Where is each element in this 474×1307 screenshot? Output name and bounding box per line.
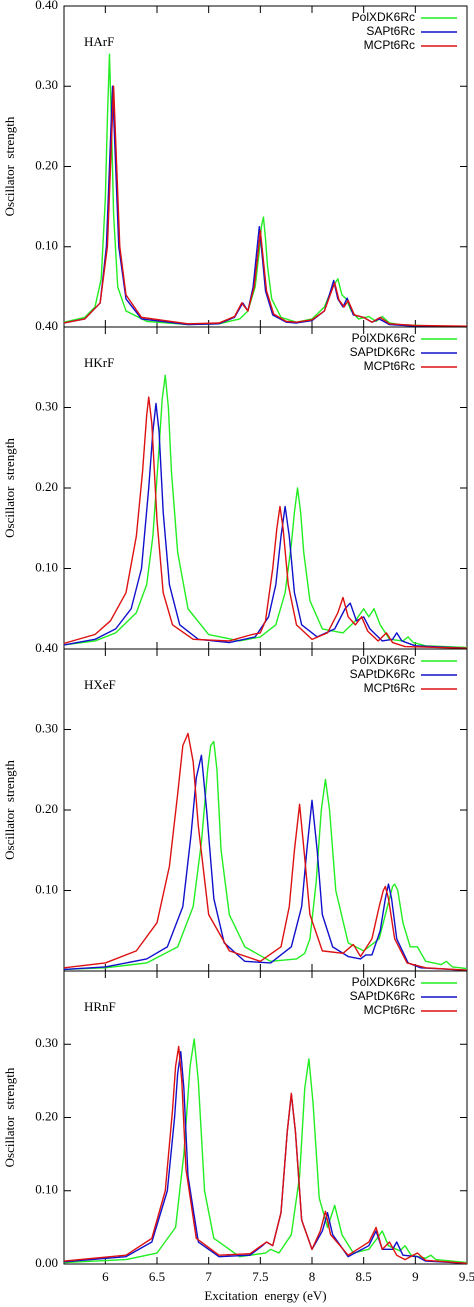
x-tick-label: 9: [412, 1269, 419, 1284]
y-tick-label: 0.30: [35, 77, 58, 92]
y-tick-label: 0.30: [35, 398, 58, 413]
y-tick-label: 0.30: [35, 1035, 58, 1050]
legend-label: MCPt6Rc: [364, 38, 415, 52]
x-axis-label: Excitation energy (eV): [204, 1288, 326, 1303]
series-line: [63, 85, 468, 327]
y-tick-label: 0.40: [35, 640, 58, 655]
y-axis-label: Oscillator strength: [2, 438, 17, 538]
x-tick-label: 8: [309, 1269, 316, 1284]
series-line: [63, 1038, 468, 1264]
legend-label: PolXDK6Rc: [352, 653, 415, 667]
x-tick-label: 7.5: [252, 1269, 268, 1284]
y-tick-label: 0.20: [35, 1108, 58, 1123]
legend-label: SAPtDK6Rc: [350, 345, 415, 359]
panel-label: HRnF: [84, 999, 116, 1014]
y-tick-label: 0.10: [35, 1182, 58, 1197]
x-tick-label: 6.5: [149, 1269, 165, 1284]
series-line: [63, 754, 468, 971]
legend-label: PolXDK6Rc: [352, 975, 415, 989]
panel: 0.40 0.30 0.20 0.10 Oscillator strength HKrF P…: [2, 318, 468, 650]
series-line: [63, 1045, 468, 1264]
series-line: [63, 85, 467, 327]
legend-label: SAPtDK6Rc: [350, 667, 415, 681]
y-tick-label: 0.20: [35, 801, 58, 816]
y-tick-label: 0.40: [35, 318, 58, 333]
x-tick-label: 9.5: [459, 1269, 474, 1284]
y-tick-label: 0.10: [35, 559, 58, 574]
y-axis-label: Oscillator strength: [2, 760, 17, 860]
x-tick-label: 7: [205, 1269, 212, 1284]
panel-label: HKrF: [84, 355, 114, 370]
x-tick-label: 6: [102, 1269, 109, 1284]
y-tick-label: 0.10: [35, 881, 58, 896]
plot-frame: [63, 326, 468, 650]
panel: 0.30 0.20 0.10 0.00 6 6.5 7 7.5 8 8.5 9 9.5 Oscillat…: [2, 970, 474, 1303]
y-tick-label: 0.20: [35, 157, 58, 172]
y-axis-label: Oscillator strength: [2, 116, 17, 216]
legend-label: PolXDK6Rc: [352, 10, 415, 24]
plot-frame: [63, 648, 468, 972]
y-axis-label: Oscillator strength: [2, 1067, 17, 1167]
panel: 0.40 0.30 0.20 0.10 Oscillator strength HArF P…: [2, 0, 468, 328]
series-line: [63, 1050, 468, 1264]
x-tick-label: 8.5: [356, 1269, 372, 1284]
legend-label: PolXDK6Rc: [352, 331, 415, 345]
series-line: [63, 740, 468, 971]
series-line: [63, 374, 468, 649]
y-tick-label: 0.20: [35, 479, 58, 494]
panel-label: HXeF: [84, 677, 116, 692]
panel: 0.40 0.30 0.20 0.10 Oscillator strength HXeF P…: [2, 640, 468, 972]
legend-label: SAPt6Rc: [366, 24, 415, 38]
y-tick-label: 0.40: [35, 0, 58, 12]
legend-label: MCPt6Rc: [364, 359, 415, 373]
legend-label: MCPt6Rc: [364, 681, 415, 695]
y-tick-label: 0.30: [35, 720, 58, 735]
y-tick-label: 0.00: [35, 1255, 58, 1270]
y-tick-label: 0.10: [35, 238, 58, 253]
panel-label: HArF: [84, 34, 114, 49]
series-line: [63, 396, 468, 649]
legend-label: MCPt6Rc: [364, 1003, 415, 1017]
series-line: [63, 402, 468, 649]
legend-label: SAPtDK6Rc: [350, 989, 415, 1003]
series-line: [63, 732, 468, 971]
